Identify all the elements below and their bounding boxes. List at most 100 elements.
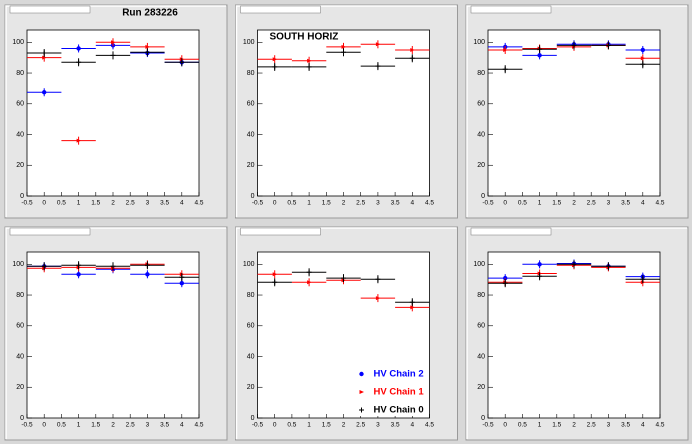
marker [503,47,508,52]
x-tick-label: 1 [77,422,81,429]
y-tick-label: 60 [247,323,255,330]
pad-bevel [5,5,226,217]
marker [640,47,645,53]
y-tick-label: 100 [473,261,485,268]
marker [640,276,646,282]
x-tick-label: 0.5 [57,422,66,429]
y-tick-label: 80 [247,292,255,299]
x-tick-label: 0.5 [518,200,527,207]
marker [272,64,278,70]
x-tick-label: 2.5 [126,200,135,207]
x-tick-label: 2 [342,422,346,429]
x-tick-label: 4.5 [194,200,203,207]
marker [375,63,381,69]
title-box [240,5,321,14]
marker [359,407,364,413]
y-tick-label: 20 [16,162,24,169]
x-tick-label: 2 [111,422,115,429]
x-tick-label: -0.5 [252,422,264,429]
pad-bevel [235,5,457,217]
y-tick-label: 0 [251,415,255,422]
x-tick-label: 2.5 [587,422,596,429]
x-tick-label: 1.5 [552,422,561,429]
x-tick-label: 2 [111,200,115,207]
x-tick-label: 0 [42,200,46,207]
marker [503,275,508,281]
legend-label: HV Chain 0 [374,405,424,416]
marker [179,281,184,286]
marker [502,280,508,286]
legend-label: HV Chain 2 [374,369,424,380]
marker [76,262,82,268]
y-tick-label: 80 [477,70,485,77]
x-tick-label: 0 [273,200,277,207]
x-tick-label: 1.5 [552,200,561,207]
plot-frame [257,29,430,197]
marker [111,40,116,45]
title-box [470,227,552,236]
pad-bevel [466,5,687,217]
y-tick-label: 60 [247,101,255,108]
marker [341,275,346,281]
x-tick-label: 4.5 [655,200,664,207]
x-tick-label: -0.5 [21,422,33,429]
x-tick-label: 3.5 [621,200,630,207]
x-tick-label: 2 [572,200,576,207]
x-tick-label: 1.5 [91,200,100,207]
marker [537,53,542,58]
x-tick-label: 1 [307,200,311,207]
x-tick-label: 2.5 [587,200,596,207]
chart-title: Run 283226 [122,8,178,19]
marker [145,44,150,49]
x-tick-label: 4 [410,422,414,429]
pad-bevel [466,227,687,439]
y-tick-label: 0 [20,415,24,422]
y-tick-label: 80 [16,292,24,299]
y-tick-label: 0 [20,193,24,200]
y-tick-label: 60 [477,323,485,330]
marker [144,49,150,55]
x-tick-label: 3 [376,422,380,429]
marker [306,64,312,70]
marker [359,371,364,377]
x-tick-label: 4 [641,200,645,207]
marker [41,50,47,56]
y-tick-label: 0 [481,193,485,200]
y-tick-label: 40 [16,131,24,138]
marker [605,42,611,48]
marker [410,305,415,310]
y-tick-label: 80 [16,70,24,77]
marker [307,280,312,285]
x-tick-label: 2.5 [356,200,365,207]
x-tick-label: 4.5 [194,422,203,429]
y-tick-label: 40 [247,131,255,138]
x-tick-label: 3 [146,200,150,207]
marker [272,272,278,277]
title-box [9,227,91,236]
y-tick-label: 100 [243,261,255,268]
y-tick-label: 60 [16,101,24,108]
y-tick-label: 20 [247,162,255,169]
plot-frame [26,251,200,419]
x-tick-label: -0.5 [482,422,494,429]
x-tick-label: 2.5 [356,422,365,429]
marker [307,58,312,63]
x-tick-label: 0.5 [287,200,296,207]
marker [144,262,150,268]
marker [179,59,185,65]
x-tick-label: 4 [410,200,414,207]
x-tick-label: 3.5 [391,422,400,429]
x-tick-label: 4 [180,200,184,207]
y-tick-label: 80 [477,292,485,299]
marker [76,272,81,277]
marker [605,263,611,269]
marker [76,59,82,65]
y-tick-label: 0 [481,415,485,422]
x-tick-label: 1 [538,422,542,429]
x-tick-label: 1 [77,200,81,207]
x-tick-label: 3 [376,200,380,207]
marker [42,55,47,60]
marker [410,47,415,52]
marker [537,46,543,52]
